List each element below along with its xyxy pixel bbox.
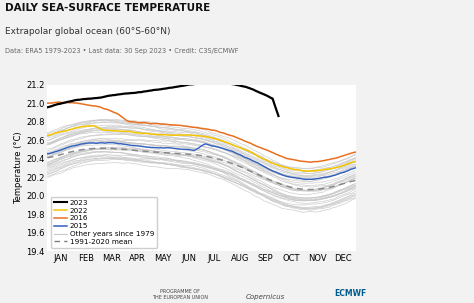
Text: Extrapolar global ocean (60°S-60°N): Extrapolar global ocean (60°S-60°N) <box>5 27 170 36</box>
Text: DAILY SEA-SURFACE TEMPERATURE: DAILY SEA-SURFACE TEMPERATURE <box>5 3 210 13</box>
Text: PROGRAMME OF
THE EUROPEAN UNION: PROGRAMME OF THE EUROPEAN UNION <box>152 289 208 300</box>
Text: Data: ERA5 1979-2023 • Last data: 30 Sep 2023 • Credit: C3S/ECMWF: Data: ERA5 1979-2023 • Last data: 30 Sep… <box>5 48 238 55</box>
Text: ECMWF: ECMWF <box>335 289 367 298</box>
Legend: 2023, 2022, 2016, 2015, Other years since 1979, 1991-2020 mean: 2023, 2022, 2016, 2015, Other years sinc… <box>51 197 157 248</box>
Text: Copernicus: Copernicus <box>246 294 285 300</box>
Y-axis label: Temperature (°C): Temperature (°C) <box>14 132 23 205</box>
